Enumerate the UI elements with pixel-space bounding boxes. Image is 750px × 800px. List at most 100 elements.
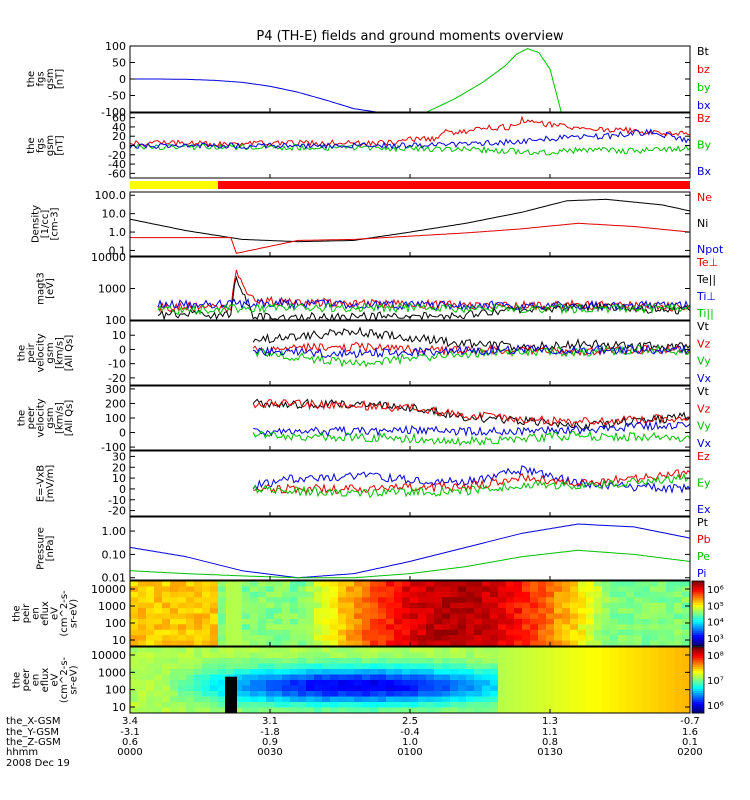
y-tick-label: 0.1 bbox=[109, 244, 127, 257]
y-tick-label: 1.0 bbox=[109, 226, 127, 239]
x-axis-value: 1.1 bbox=[542, 727, 558, 738]
y-axis-label-line: [nT] bbox=[54, 135, 65, 155]
y-axis-label-line: [nT] bbox=[54, 69, 65, 89]
colorbar-tick-label: 10⁶ bbox=[707, 701, 724, 712]
legend-item: Vy bbox=[697, 355, 711, 368]
legend-magt3: Te⊥ Te|| Ti⊥ Ti|| bbox=[696, 256, 718, 320]
y-tick-label: 1000 bbox=[98, 600, 126, 613]
colorbar-tick-label: 10³ bbox=[707, 634, 724, 645]
y-tick-label: -100 bbox=[101, 441, 126, 454]
series-by-line bbox=[426, 48, 562, 112]
legend-item: Bz bbox=[697, 112, 711, 125]
y-tick-label: -20 bbox=[108, 372, 126, 385]
series-vy-line bbox=[252, 429, 690, 447]
y-tick-label: -10 bbox=[108, 494, 126, 507]
y-axis-label-line: fgs bbox=[35, 71, 46, 86]
legend-item: Ex bbox=[697, 503, 711, 516]
legend-peir-velocity: Vt Vz Vy Vx bbox=[697, 320, 712, 385]
x-axis-value: -3.1 bbox=[120, 727, 140, 738]
y-tick-label: 1.00 bbox=[102, 525, 127, 538]
series-vx-line bbox=[252, 344, 690, 359]
y-tick-label: 50 bbox=[112, 57, 126, 70]
x-axis-value: -0.7 bbox=[680, 716, 700, 727]
y-axis-label-line: the bbox=[12, 605, 23, 621]
y-tick-label: -10 bbox=[108, 358, 126, 371]
y-axis-label-line: the bbox=[26, 137, 37, 153]
y-tick-label: -20 bbox=[108, 149, 126, 162]
y-axis-label-line: gsm bbox=[45, 342, 56, 363]
y-axis-label-line: en bbox=[31, 674, 42, 687]
legend-fgs-gsm-zoom: Bz By Bx bbox=[697, 112, 712, 178]
colorbar-tick-label: 10⁵ bbox=[707, 601, 724, 612]
y-tick-label: -20 bbox=[108, 505, 126, 518]
x-axis-row-label: the_X-GSM bbox=[6, 716, 60, 727]
legend-item: Te⊥ bbox=[696, 256, 718, 269]
legend-item: Pe bbox=[697, 550, 710, 563]
y-axis-density: 100.0 10.0 1.0 0.1 bbox=[95, 189, 690, 257]
y-tick-label: 1000 bbox=[98, 666, 126, 679]
colorbar-peir-en-eflux: 10⁶ 10⁵ 10⁴ 10³ bbox=[691, 580, 724, 647]
y-axis-label-line: [All Qs] bbox=[64, 335, 75, 372]
y-axis-label-line: fgs bbox=[35, 138, 46, 153]
y-axis-label-line: the bbox=[26, 71, 37, 87]
y-tick-label: -100 bbox=[101, 106, 126, 119]
legend-item: Ti|| bbox=[696, 307, 714, 320]
panel-pressure: 1.00 0.10 0.01 Pressure[nPa] Pt Pb Pe Pi bbox=[35, 516, 710, 585]
legend-fgs-gsm: Bt bz by bx bbox=[697, 45, 711, 112]
y-axis-label-line: gsm bbox=[45, 407, 56, 428]
y-tick-label: 100 bbox=[105, 40, 126, 53]
y-tick-label: 0.01 bbox=[102, 572, 127, 585]
series-vy-line bbox=[253, 344, 690, 368]
x-axis-value: 3.4 bbox=[122, 716, 138, 727]
series-ti||-line bbox=[157, 302, 690, 316]
x-axis-value: 0.6 bbox=[122, 737, 138, 748]
y-tick-label: 0 bbox=[119, 427, 126, 440]
series-te||-line bbox=[157, 275, 690, 320]
series-vx-line bbox=[253, 420, 690, 438]
y-axis-label-line: [km/s] bbox=[54, 337, 65, 369]
legend-item: Ti⊥ bbox=[696, 290, 716, 303]
legend-item: Vz bbox=[697, 337, 711, 350]
y-tick-label: 10000 bbox=[91, 251, 126, 264]
legend-item: Npot bbox=[697, 243, 724, 256]
y-tick-label: 60 bbox=[112, 112, 126, 125]
y-axis-peir-en-eflux: 10000 1000 100 10 bbox=[91, 583, 690, 647]
x-axis-value: 0030 bbox=[257, 747, 282, 758]
legend-density: Ne Ni Npot bbox=[697, 191, 724, 256]
x-axis-value: 2.5 bbox=[402, 716, 418, 727]
series-pe-line bbox=[130, 549, 690, 579]
panel-frame bbox=[129, 385, 691, 451]
x-axis-row-label: the_Y-GSM bbox=[6, 727, 59, 738]
y-axis-label-line: the bbox=[16, 410, 27, 426]
panel-frame bbox=[129, 516, 691, 581]
y-tick-label: -60 bbox=[108, 167, 126, 180]
y-axis-magt3: 10000 1000 100 bbox=[91, 251, 690, 327]
legend-pressure: Pt Pb Pe Pi bbox=[697, 516, 711, 580]
heatmap-peer-en-eflux bbox=[130, 647, 690, 713]
y-tick-label: 20 bbox=[112, 461, 126, 474]
x-axis-row-label: 2008 Dec 19 bbox=[6, 758, 70, 769]
y-tick-label: 100 bbox=[105, 617, 126, 630]
y-axis-label-line: eV bbox=[50, 673, 61, 686]
colorbar-tick-label: 10⁴ bbox=[707, 618, 724, 629]
y-tick-label: 10 bbox=[112, 329, 126, 342]
y-tick-label: 10.0 bbox=[102, 208, 127, 221]
x-axis-value: 0.9 bbox=[262, 737, 278, 748]
series-ni-line bbox=[130, 198, 690, 243]
y-axis-label-density: Density[1/cc][cm-3] bbox=[31, 205, 61, 243]
y-axis-label-line: en bbox=[31, 607, 42, 620]
colorbar-tick-label: 10⁶ bbox=[707, 585, 724, 596]
x-axis-value: -0.4 bbox=[400, 727, 420, 738]
